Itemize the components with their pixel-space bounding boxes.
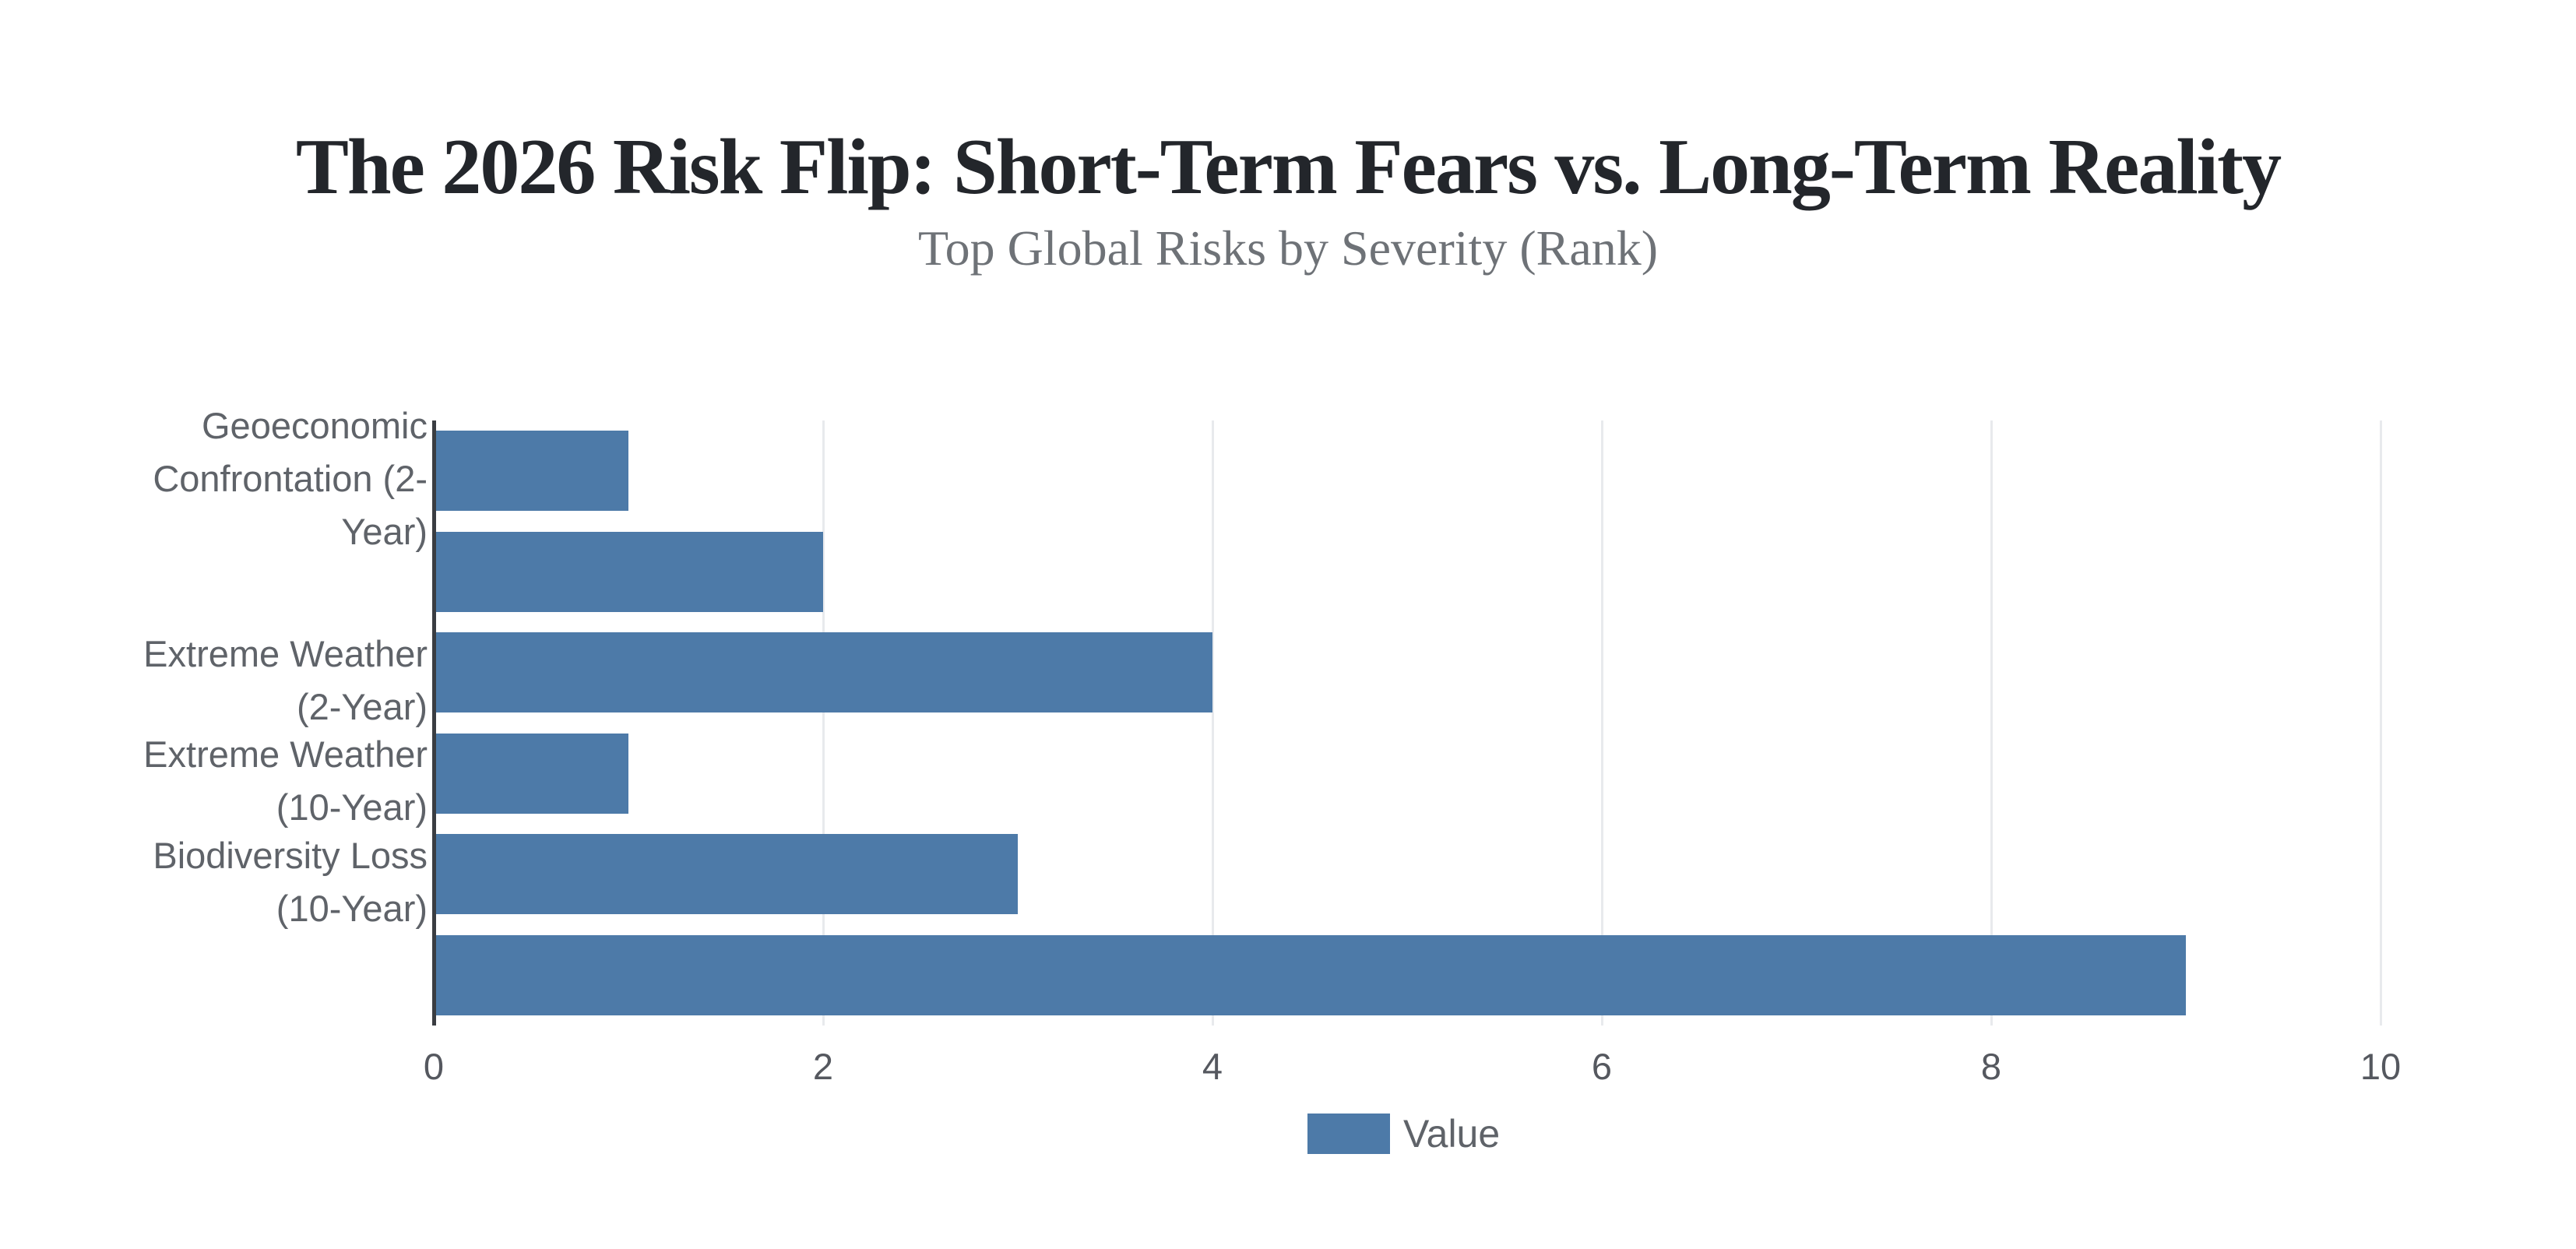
legend-item-value[interactable]: Value bbox=[1307, 1114, 1500, 1154]
x-tick-label: 10 bbox=[2360, 1046, 2402, 1087]
y-category-label: Biodiversity Loss (10-Year) bbox=[153, 834, 428, 929]
y-category-label: Extreme Weather (10-Year) bbox=[143, 734, 428, 829]
chart-title: The 2026 Risk Flip: Short-Term Fears vs.… bbox=[295, 123, 2282, 211]
y-axis-line bbox=[431, 420, 436, 1026]
x-tick-label: 8 bbox=[1980, 1046, 2002, 1087]
x-gridline bbox=[822, 420, 825, 1026]
x-gridline bbox=[2379, 420, 2382, 1026]
bar[interactable] bbox=[435, 934, 2186, 1015]
y-category-label: Extreme Weather (2-Year) bbox=[143, 632, 428, 727]
bar[interactable] bbox=[435, 531, 823, 612]
x-gridline bbox=[1600, 420, 1603, 1026]
legend-swatch bbox=[1307, 1114, 1390, 1154]
bar[interactable] bbox=[435, 431, 628, 512]
x-tick-label: 6 bbox=[1591, 1046, 1613, 1087]
bar[interactable] bbox=[435, 733, 628, 814]
x-tick-label: 4 bbox=[1202, 1046, 1223, 1087]
bar[interactable] bbox=[435, 632, 1212, 713]
bar[interactable] bbox=[435, 834, 1018, 915]
chart-subtitle: Top Global Risks by Severity (Rank) bbox=[917, 220, 1659, 276]
x-gridline bbox=[1990, 420, 1993, 1026]
x-tick-label: 0 bbox=[423, 1046, 445, 1087]
x-gridline bbox=[1211, 420, 1214, 1026]
x-tick-label: 2 bbox=[812, 1046, 834, 1087]
legend-label: Value bbox=[1403, 1112, 1501, 1156]
y-category-label: Geoeconomic Confrontation (2- Year) bbox=[153, 404, 428, 552]
